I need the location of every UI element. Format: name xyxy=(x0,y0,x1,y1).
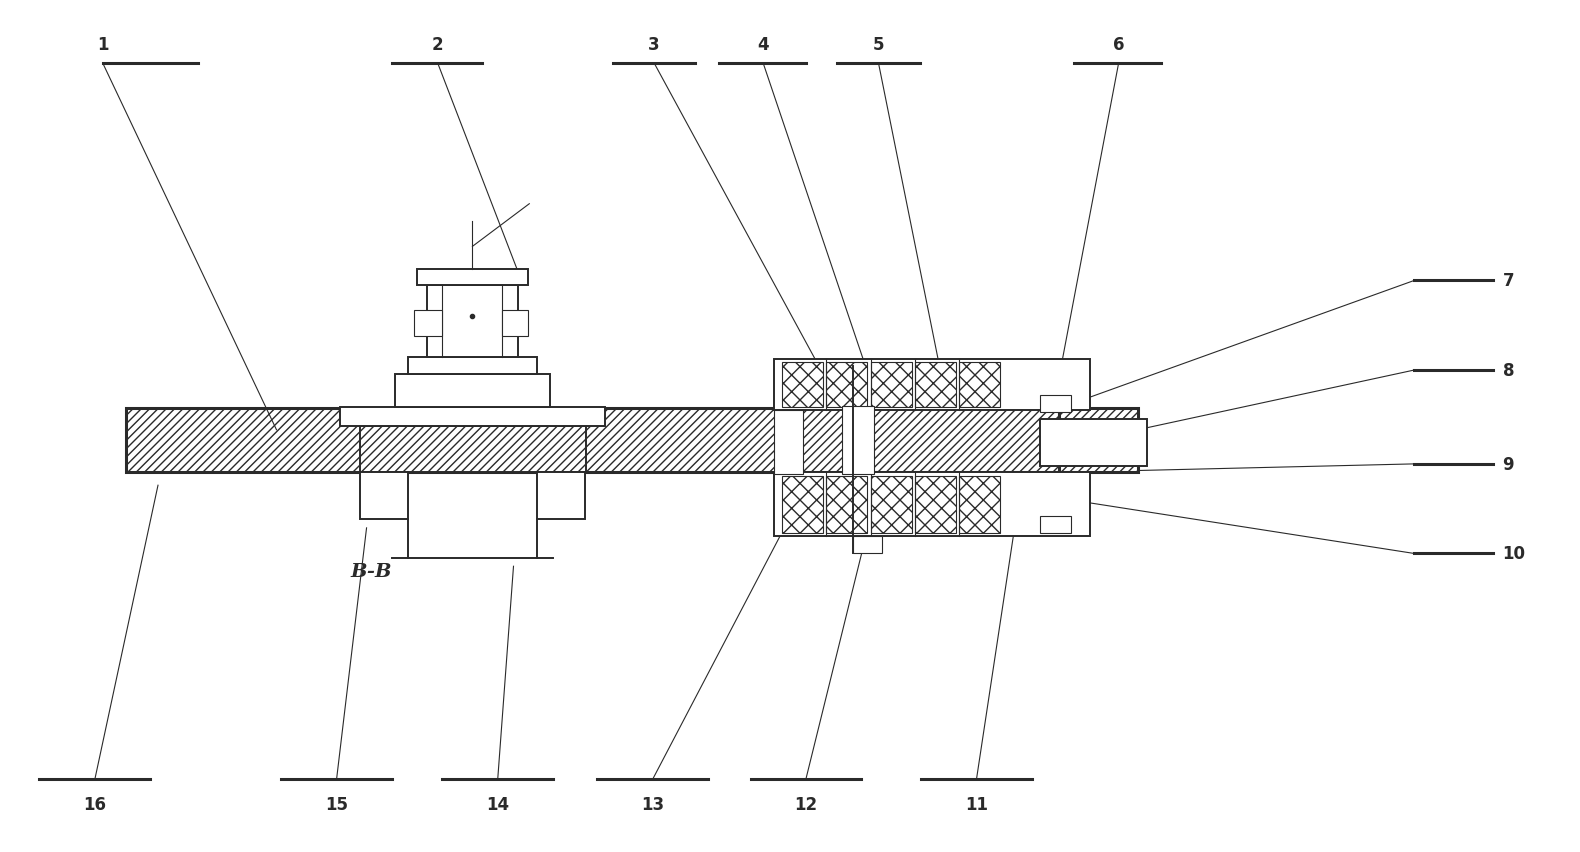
Text: 13: 13 xyxy=(641,795,664,813)
Bar xyxy=(774,411,803,475)
Text: B-B: B-B xyxy=(351,561,392,580)
Text: 10: 10 xyxy=(1503,544,1526,563)
Bar xyxy=(959,363,1000,407)
Bar xyxy=(915,363,956,407)
Bar xyxy=(853,537,882,554)
Text: 14: 14 xyxy=(487,795,509,813)
Text: 12: 12 xyxy=(795,795,817,813)
Bar xyxy=(417,270,528,285)
Bar xyxy=(360,426,586,473)
Text: 16: 16 xyxy=(84,795,106,813)
Bar xyxy=(782,363,823,407)
Bar xyxy=(826,476,867,533)
Text: 11: 11 xyxy=(965,795,988,813)
Bar xyxy=(915,476,956,533)
Bar xyxy=(414,311,442,337)
Text: 9: 9 xyxy=(1503,455,1514,474)
Bar xyxy=(1059,409,1138,473)
Bar xyxy=(360,473,408,520)
Bar xyxy=(427,285,518,358)
Text: 2: 2 xyxy=(431,36,444,54)
Bar xyxy=(395,375,550,407)
Bar xyxy=(537,473,585,520)
Bar xyxy=(1040,419,1147,466)
Bar xyxy=(340,407,605,426)
Bar xyxy=(842,406,874,475)
Bar xyxy=(869,409,1059,473)
Bar xyxy=(1040,395,1071,412)
Bar xyxy=(774,360,1090,411)
Bar xyxy=(1040,516,1071,533)
Text: 6: 6 xyxy=(1112,36,1125,54)
Text: 5: 5 xyxy=(872,36,885,54)
Text: 8: 8 xyxy=(1503,361,1514,380)
Bar xyxy=(408,358,537,375)
Bar xyxy=(871,476,912,533)
Text: 15: 15 xyxy=(325,795,348,813)
Bar xyxy=(826,363,867,407)
Bar xyxy=(126,409,901,473)
Text: 7: 7 xyxy=(1503,272,1514,291)
Bar xyxy=(774,473,1090,537)
Text: 1: 1 xyxy=(96,36,109,54)
Bar xyxy=(871,363,912,407)
Bar xyxy=(959,476,1000,533)
Bar xyxy=(502,311,528,337)
Text: 3: 3 xyxy=(648,36,660,54)
Bar xyxy=(782,476,823,533)
Text: 4: 4 xyxy=(757,36,769,54)
